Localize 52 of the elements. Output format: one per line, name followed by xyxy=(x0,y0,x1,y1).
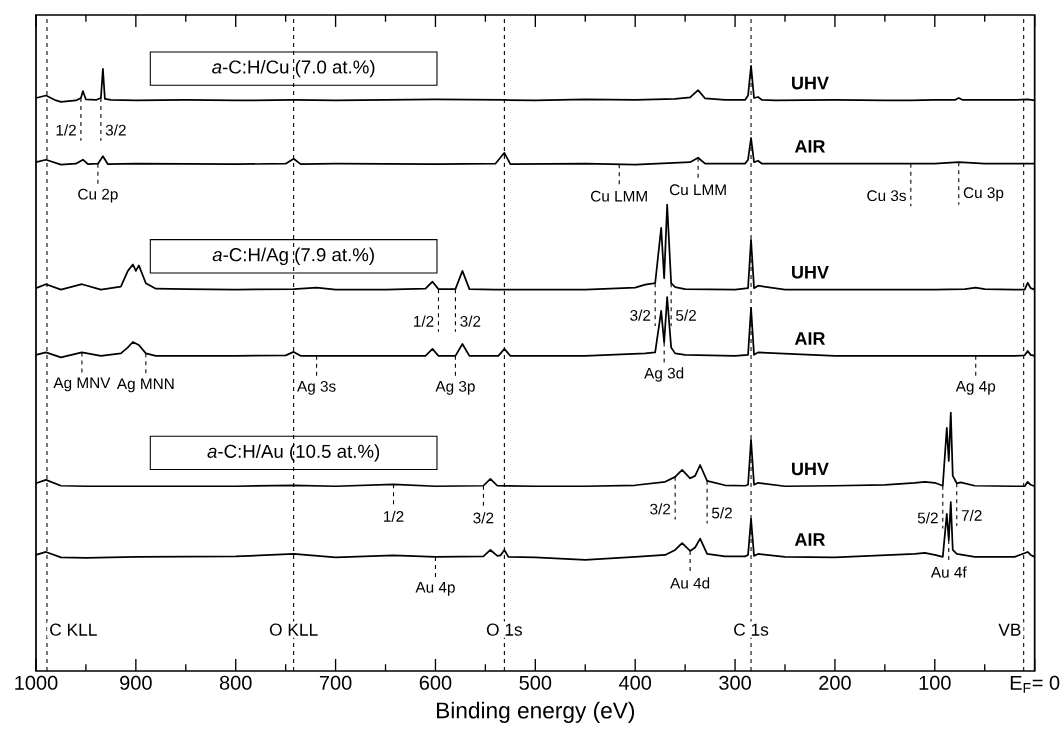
annotation: a-C:H/Au (10.5 at.%) xyxy=(207,444,380,462)
annotation: 3/2 xyxy=(473,512,494,524)
x-tick-label: 100 xyxy=(919,675,951,690)
annotation: Au 4d xyxy=(670,577,710,589)
annotation: a-C:H/Cu (7.0 at.%) xyxy=(212,59,375,78)
series-label: UHV xyxy=(792,266,829,279)
x-tick-label: 600 xyxy=(419,675,452,690)
annotation: 1/2 xyxy=(56,124,76,136)
x-tick-label: 1000 xyxy=(15,675,58,690)
annotation: Ag 4p xyxy=(955,380,996,395)
ref-line-label: O KLL xyxy=(269,623,318,636)
annotation: Ag MNV xyxy=(53,377,111,392)
series-label: UHV xyxy=(792,462,829,476)
annotation: 5/2 xyxy=(676,309,696,321)
annotation: Cu LMM xyxy=(591,190,647,202)
ref-line-label: C 1s xyxy=(734,623,769,636)
ref-line-label: C KLL xyxy=(50,623,97,636)
annotation: Cu 2p xyxy=(78,188,118,203)
annotation: Ag 3s xyxy=(297,380,336,395)
annotation: 7/2 xyxy=(961,509,982,521)
annotation: a-C:H/Ag (7.9 at.%) xyxy=(212,247,374,266)
annotation: 5/2 xyxy=(917,512,938,524)
annotation: 3/2 xyxy=(650,503,671,515)
annotation: 3/2 xyxy=(630,309,651,321)
annotation: Cu LMM xyxy=(669,184,726,196)
x-tick-label: 800 xyxy=(219,675,252,690)
annotation: Cu 3p xyxy=(963,187,1004,202)
series-label: AIR xyxy=(794,140,826,153)
x-tick-label: 700 xyxy=(319,675,352,690)
series-label: UHV xyxy=(792,76,829,90)
x-tick-label: 300 xyxy=(719,675,751,690)
x-tick-label: 200 xyxy=(819,675,851,690)
x-tick-label: E$_{F}$= 0 xyxy=(1010,675,1060,693)
annotation: Au 4f xyxy=(930,566,967,578)
annotation: Au 4p xyxy=(415,582,455,596)
ref-line-label: VB xyxy=(998,623,1021,636)
series-label: AIR xyxy=(794,332,826,345)
annotation: Cu 3s xyxy=(867,190,906,202)
annotation: Ag MNN xyxy=(116,378,174,393)
annotation: Ag 3d xyxy=(644,367,684,382)
x-tick-label: 500 xyxy=(519,675,552,690)
annotation: 1/2 xyxy=(414,315,434,327)
annotation: 3/2 xyxy=(460,315,481,327)
series-label: AIR xyxy=(794,533,826,546)
x-tick-label: 400 xyxy=(618,675,652,690)
ref-line-label: O 1s xyxy=(486,623,523,636)
x-tick-label: 900 xyxy=(120,675,152,690)
annotation: 3/2 xyxy=(105,124,126,136)
x-axis-title: Binding energy (eV) xyxy=(437,701,635,723)
annotation: 5/2 xyxy=(711,507,732,519)
annotation: Ag 3p xyxy=(435,380,475,395)
annotation: 1/2 xyxy=(384,510,404,522)
